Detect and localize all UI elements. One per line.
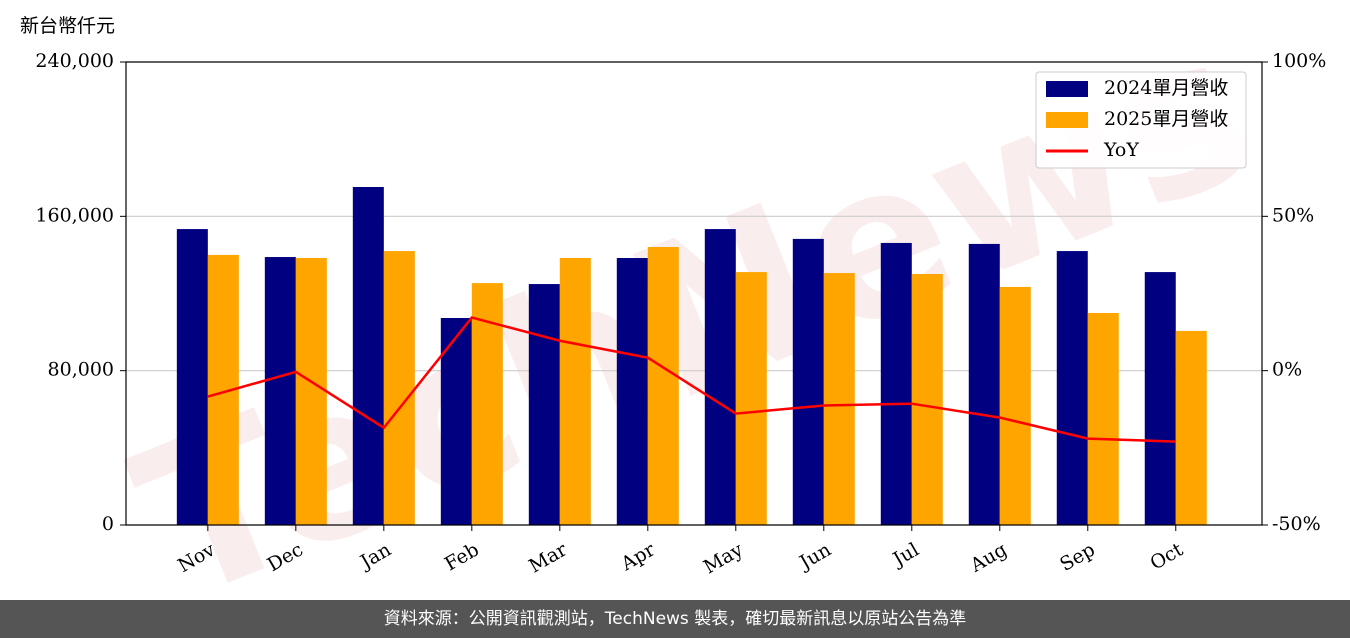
legend-swatch <box>1046 81 1088 97</box>
bar <box>1087 312 1119 525</box>
y-tick-label: 160,000 <box>35 204 114 226</box>
chart: 新台幣仟元 TechNews 080,000160,000240,000-50%… <box>20 0 1326 600</box>
bar <box>440 318 472 525</box>
legend-label: 2024單月營收 <box>1104 77 1228 99</box>
bar <box>823 273 855 525</box>
bar <box>352 187 384 525</box>
bar <box>735 272 767 525</box>
plot-frame <box>125 61 1263 526</box>
bar <box>1056 251 1088 525</box>
y-tick-label: 0 <box>102 513 114 535</box>
bar <box>792 238 824 525</box>
bar <box>968 243 1000 525</box>
y2-tick-label: 100% <box>1272 50 1326 72</box>
bar <box>999 286 1031 525</box>
x-tick-label: Oct <box>1146 538 1187 574</box>
y2-tick-label: 50% <box>1272 204 1314 226</box>
legend <box>1035 71 1247 169</box>
bar <box>704 229 736 525</box>
bar <box>383 251 415 525</box>
x-tick-label: May <box>700 538 747 578</box>
legend-label: 2025單月營收 <box>1104 108 1228 130</box>
bar <box>1144 272 1176 525</box>
bar <box>295 258 327 525</box>
line <box>207 316 1176 443</box>
bar <box>616 258 648 525</box>
bar <box>1175 330 1207 525</box>
bar <box>264 257 296 525</box>
bar <box>647 247 679 525</box>
x-tick-label: Sep <box>1056 539 1099 576</box>
bar <box>528 284 560 525</box>
x-tick-label: Jun <box>794 539 835 575</box>
y-axis-label: 新台幣仟元 <box>20 15 115 37</box>
x-tick-label: Jul <box>888 539 923 572</box>
x-tick-label: Mar <box>525 538 571 577</box>
bar <box>176 229 208 525</box>
y-tick-label: 240,000 <box>35 50 114 72</box>
y-tick-label: 80,000 <box>48 359 114 381</box>
bar <box>880 242 912 526</box>
x-tick-label: Apr <box>617 538 660 575</box>
y2-tick-label: 0% <box>1272 359 1302 381</box>
footer: 資料來源：公開資訊觀測站，TechNews 製表，確切最新訊息以原站公告為準 <box>0 600 1350 638</box>
bar <box>559 258 591 525</box>
y2-tick-label: -50% <box>1272 513 1321 535</box>
legend-swatch <box>1046 112 1088 128</box>
x-tick-label: Aug <box>966 539 1011 578</box>
legend-label: YoY <box>1103 139 1139 161</box>
bar <box>911 274 943 525</box>
